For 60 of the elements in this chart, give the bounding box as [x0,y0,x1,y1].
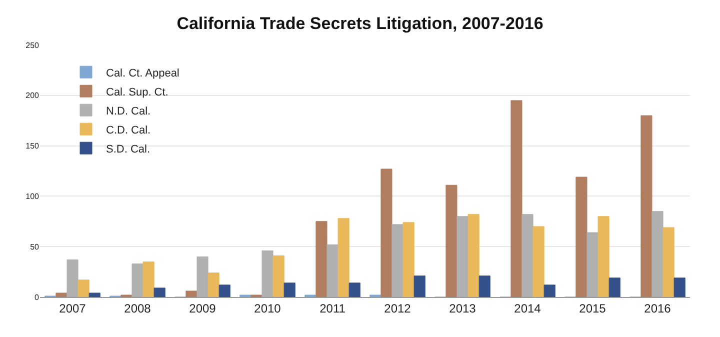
y-tick-label: 200 [26,91,40,100]
bar [272,255,284,297]
bar [218,284,230,297]
bar [640,115,652,297]
bar [316,221,328,297]
legend-label: Cal. Sup. Ct. [106,86,168,98]
bar [532,226,544,297]
bar [510,100,522,297]
y-tick-label: 250 [26,40,40,50]
x-tick-label: 2008 [124,301,152,316]
bar [326,244,338,297]
bar [468,214,480,297]
bar [662,227,674,297]
bar [142,261,154,297]
bar [186,290,198,297]
bar [338,218,350,297]
bar [196,256,208,297]
bar [478,276,490,297]
bar [88,292,100,297]
bar [598,216,610,297]
x-tick-label: 2016 [644,301,672,316]
bar [456,216,468,297]
y-tick-label: 100 [26,192,40,201]
bar [380,168,392,297]
x-tick-label: 2012 [384,301,412,316]
x-tick-label: 2011 [320,301,346,316]
x-tick-label: 2013 [449,301,476,316]
y-tick-label: 50 [30,242,40,252]
bar [608,278,620,297]
bar [132,263,144,297]
y-tick-label: 150 [26,142,40,151]
bar [674,278,686,297]
x-tick-label: 2009 [189,301,216,316]
bar [522,214,534,297]
legend-label: C.D. Cal. [106,124,151,136]
bar [56,292,68,297]
bar [402,222,414,297]
bar [284,282,296,297]
bar [392,224,404,297]
bar [652,211,664,297]
bar [586,232,598,297]
x-tick-label: 2007 [59,301,86,316]
bar [66,259,78,297]
bar [544,284,556,297]
y-tick-label: 0 [34,292,40,302]
chart-title: California Trade Secrets Litigation, 2007-2016 [176,14,544,33]
bar [576,176,588,297]
bar [262,250,274,297]
legend-label: N.D. Cal. [106,105,151,118]
legend-label: Cal. Ct. Appeal [106,67,180,80]
bar [414,276,426,297]
x-tick-label: 2014 [514,301,542,316]
x-tick-label: 2015 [579,301,606,316]
bar [446,184,458,297]
legend-label: S.D. Cal. [106,143,150,156]
bar [78,280,90,297]
bar [154,288,166,297]
bar [208,272,220,297]
x-tick-label: 2010 [254,301,282,316]
bar [348,282,360,297]
